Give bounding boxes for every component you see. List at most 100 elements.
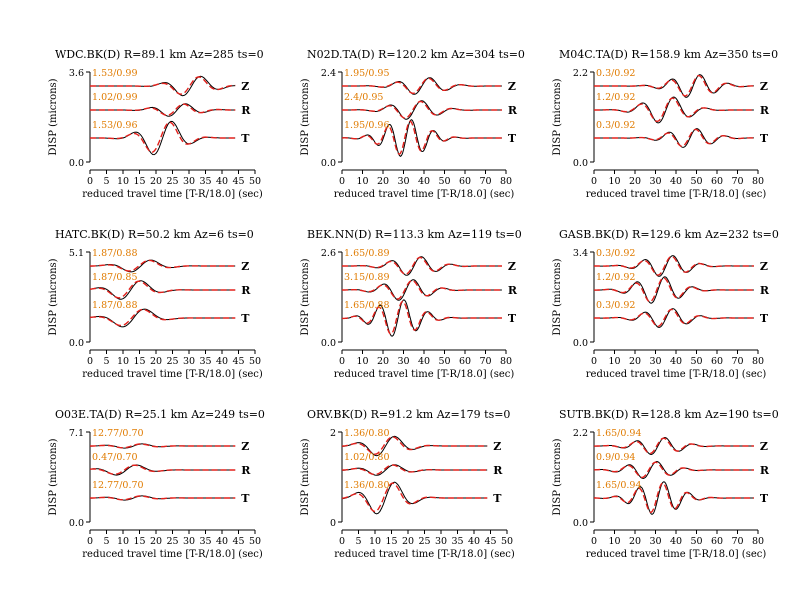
component-label: Z (760, 260, 768, 273)
fit-annotation: 12.77/0.70 (92, 480, 144, 491)
x-tick-label: 60 (711, 176, 723, 187)
observed-trace-R (342, 279, 502, 301)
x-tick-label: 0 (87, 176, 93, 187)
x-tick-label: 30 (183, 356, 195, 367)
x-axis-label: reduced travel time [T-R/18.0] (sec) (82, 189, 263, 200)
fit-annotation: 1.65/0.88 (344, 300, 390, 311)
synthetic-trace-R (594, 97, 754, 122)
synthetic-trace-R (90, 103, 236, 117)
synthetic-trace-Z (341, 436, 488, 455)
y-tick-label: 0.0 (321, 338, 336, 349)
x-axis-label: reduced travel time [T-R/18.0] (sec) (586, 189, 767, 200)
x-tick-label: 20 (150, 176, 162, 187)
y-tick-label: 0 (330, 518, 336, 529)
x-tick-label: 5 (103, 356, 109, 367)
x-tick-label: 20 (150, 536, 162, 547)
x-axis-label: reduced travel time [T-R/18.0] (sec) (334, 189, 515, 200)
x-tick-label: 35 (199, 536, 211, 547)
observed-trace-T (594, 128, 754, 148)
fit-annotation: 1.53/0.96 (92, 120, 138, 131)
x-tick-label: 30 (649, 536, 661, 547)
component-label: Z (241, 440, 249, 453)
y-tick-label: 7.1 (69, 428, 84, 439)
panel-7: O03E.TA(D) R=25.1 km Az=249 ts=0 7.1 0.0 DI… (48, 408, 265, 560)
x-tick-label: 25 (166, 356, 178, 367)
fit-annotation: 1.2/0.92 (596, 92, 635, 103)
fit-annotation: 1.36/0.80 (344, 480, 390, 491)
y-axis-label: DISP (microns) (48, 78, 59, 155)
x-tick-label: 80 (500, 356, 512, 367)
component-label: Z (508, 80, 516, 93)
observed-trace-Z (594, 74, 754, 98)
x-tick-label: 10 (117, 356, 129, 367)
x-axis-label: reduced travel time [T-R/18.0] (sec) (586, 549, 767, 560)
x-tick-label: 25 (418, 536, 430, 547)
y-tick-label: 2.6 (321, 248, 336, 259)
y-tick-label: 0.0 (69, 518, 84, 529)
fit-annotation: 0.3/0.92 (596, 300, 635, 311)
y-axis-label: DISP (microns) (300, 438, 311, 515)
fit-annotation: 1.65/0.94 (596, 428, 642, 439)
synthetic-trace-T (90, 495, 236, 501)
x-tick-label: 20 (150, 356, 162, 367)
x-tick-label: 40 (670, 176, 682, 187)
synthetic-trace-T (341, 482, 488, 513)
panel-6: GASB.BK(D) R=129.6 km Az=232 ts=0 3.4 0.0 D… (552, 228, 779, 380)
component-label: T (508, 312, 517, 325)
observed-trace-T (341, 119, 502, 157)
y-tick-label: 5.1 (69, 248, 84, 259)
component-label: R (493, 464, 503, 477)
component-label: R (760, 104, 770, 117)
x-tick-label: 10 (117, 536, 129, 547)
synthetic-trace-T (594, 482, 754, 514)
synthetic-trace-R (89, 464, 236, 476)
panel-title: SUTB.BK(D) R=128.8 km Az=190 ts=0 (559, 408, 779, 421)
fit-annotation: 0.3/0.92 (596, 248, 635, 259)
x-tick-label: 80 (752, 356, 764, 367)
y-axis-label: DISP (microns) (300, 258, 311, 335)
component-label: R (241, 464, 251, 477)
y-tick-label: 2.2 (573, 428, 588, 439)
x-tick-label: 0 (339, 536, 345, 547)
component-label: T (493, 492, 502, 505)
x-tick-label: 10 (608, 356, 620, 367)
component-label: Z (241, 80, 249, 93)
y-axis-label: DISP (microns) (300, 78, 311, 155)
fit-annotation: 1.65/0.94 (596, 480, 642, 491)
component-label: Z (241, 260, 249, 273)
panel-title: GASB.BK(D) R=129.6 km Az=232 ts=0 (559, 228, 779, 241)
synthetic-trace-T (89, 308, 236, 327)
component-label: T (760, 312, 769, 325)
y-tick-label: 2.4 (321, 68, 336, 79)
component-label: Z (760, 440, 768, 453)
fit-annotation: 1.87/0.88 (92, 248, 138, 259)
fit-annotation: 0.3/0.92 (596, 120, 635, 131)
synthetic-trace-T (342, 300, 502, 335)
component-label: T (241, 492, 250, 505)
component-label: R (760, 284, 770, 297)
x-tick-label: 30 (649, 176, 661, 187)
fit-annotation: 1.36/0.80 (344, 428, 390, 439)
x-tick-label: 45 (484, 536, 496, 547)
x-tick-label: 40 (418, 356, 430, 367)
x-axis-label: reduced travel time [T-R/18.0] (sec) (334, 549, 515, 560)
x-tick-label: 70 (731, 356, 743, 367)
component-label: Z (493, 440, 501, 453)
y-axis-label: DISP (microns) (552, 78, 563, 155)
x-tick-label: 0 (591, 356, 597, 367)
observed-trace-T (89, 308, 236, 328)
x-tick-label: 0 (591, 176, 597, 187)
fit-annotation: 1.95/0.95 (344, 68, 390, 79)
y-axis-label: DISP (microns) (552, 438, 563, 515)
x-axis-label: reduced travel time [T-R/18.0] (sec) (586, 369, 767, 380)
x-tick-label: 10 (369, 536, 381, 547)
fit-annotation: 0.9/0.94 (596, 452, 635, 463)
x-tick-label: 70 (479, 356, 491, 367)
x-tick-label: 50 (249, 356, 261, 367)
x-tick-label: 50 (438, 176, 450, 187)
y-axis-label: DISP (microns) (552, 258, 563, 335)
x-tick-label: 80 (752, 536, 764, 547)
y-tick-label: 0.0 (69, 338, 84, 349)
fit-annotation: 1.02/0.99 (92, 92, 138, 103)
x-tick-label: 50 (690, 536, 702, 547)
